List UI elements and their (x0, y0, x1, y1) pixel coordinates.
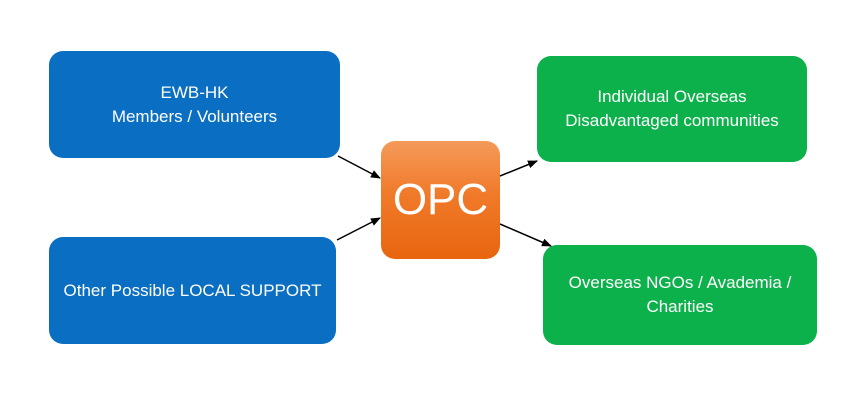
overseas-ngos-line2: Charities (646, 297, 714, 316)
opc-node: OPC (381, 141, 500, 259)
opc-label: OPC (392, 175, 489, 224)
ewb-hk-title: EWB-HK (160, 82, 229, 102)
overseas-ngos-line1: Overseas NGOs / Avademia / (568, 273, 792, 292)
local-support-label: Other Possible LOCAL SUPPORT (63, 280, 322, 300)
arrow-opc-to-ngos (499, 223, 552, 247)
overseas-ngos-node: Overseas NGOs / Avademia / Charities (543, 245, 817, 345)
arrow-opc-to-individual (499, 160, 538, 177)
arrow-local-to-opc (336, 217, 381, 241)
individual-overseas-line2: Disadvantaged communities (565, 111, 779, 130)
individual-overseas-node: Individual Overseas Disadvantaged commun… (537, 56, 807, 162)
ewb-hk-subtitle: Members / Volunteers (111, 106, 278, 126)
arrow-ewb-to-opc (337, 155, 381, 179)
ewb-hk-node: EWB-HK Members / Volunteers (49, 51, 340, 158)
individual-overseas-line1: Individual Overseas (597, 87, 747, 106)
local-support-node: Other Possible LOCAL SUPPORT (49, 237, 336, 344)
